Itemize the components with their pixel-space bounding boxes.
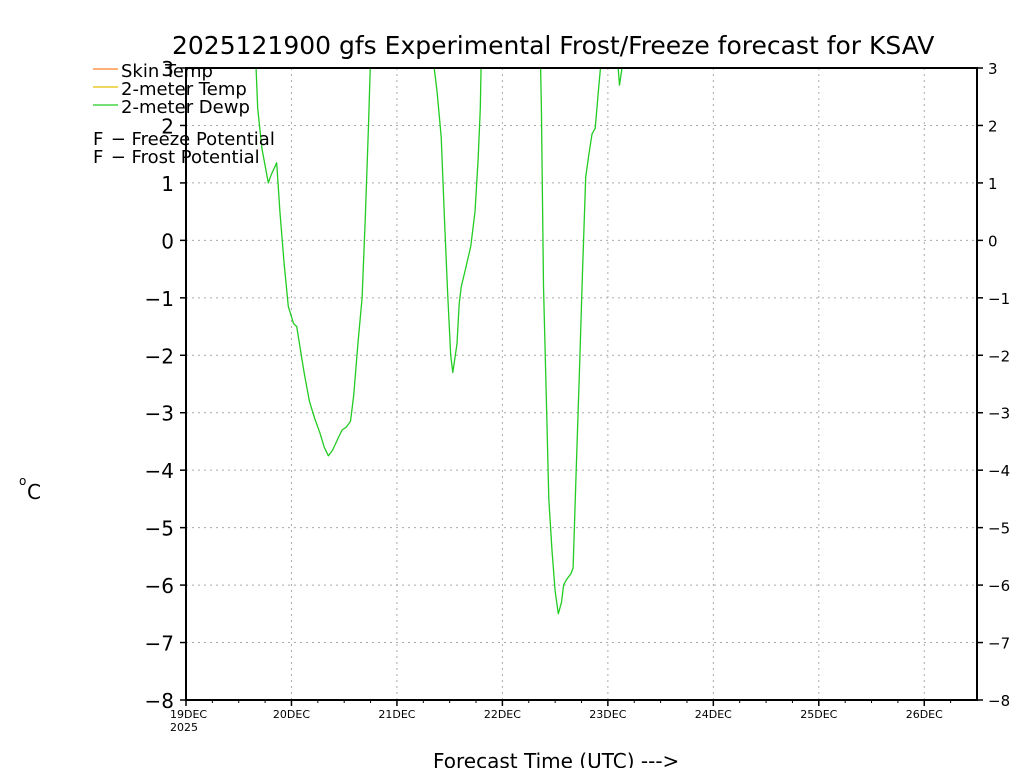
y-tick-label-left: −2 bbox=[145, 344, 174, 368]
x-tick-label: 19DEC bbox=[170, 708, 207, 721]
dewpoint-series-line bbox=[539, 68, 602, 615]
y-tick-label-left: 0 bbox=[161, 229, 174, 253]
legend-label-2m-dewp: 2-meter Dewp bbox=[121, 97, 250, 118]
x-tick-label: 25DEC bbox=[800, 708, 837, 721]
y-tick-label-left: −6 bbox=[145, 574, 174, 598]
y-axis-unit: C bbox=[27, 480, 41, 504]
y-axis-unit-degree: o bbox=[19, 474, 26, 488]
y-tick-label-left: −8 bbox=[145, 689, 174, 713]
y-axis-left: 3 2 1 0 −1 −2 −3 −4 −5 −6 −7 −8 bbox=[145, 57, 186, 713]
x-tick-sublabel: 2025 bbox=[170, 721, 198, 734]
plot-frame bbox=[185, 67, 978, 701]
legend: Skin Temp 2-meter Temp 2-meter Dewp F − … bbox=[93, 61, 275, 168]
x-tick-label: 24DEC bbox=[695, 708, 732, 721]
y-tick-label-right: −6 bbox=[988, 577, 1010, 595]
y-tick-label-right: −7 bbox=[988, 635, 1010, 653]
y-tick-label-right: −3 bbox=[988, 405, 1010, 423]
x-tick-label: 22DEC bbox=[484, 708, 521, 721]
x-tick-label: 20DEC bbox=[273, 708, 310, 721]
x-tick-label: 23DEC bbox=[589, 708, 626, 721]
y-tick-label-right: −4 bbox=[988, 462, 1010, 480]
y-tick-label-left: −3 bbox=[145, 402, 174, 426]
y-axis-right: 3 2 1 0 −1 −2 −3 −4 −5 −6 −7 −8 bbox=[977, 60, 1010, 710]
y-tick-label-right: 0 bbox=[988, 232, 998, 250]
y-tick-label-left: 2 bbox=[161, 114, 174, 138]
dewpoint-series-line bbox=[617, 68, 623, 86]
legend-label-2m-temp: 2-meter Temp bbox=[121, 79, 247, 100]
y-tick-label-right: −1 bbox=[988, 290, 1010, 308]
y-tick-label-right: −2 bbox=[988, 347, 1010, 365]
dewpoint-series-line bbox=[433, 68, 482, 374]
y-tick-label-left: −5 bbox=[145, 517, 174, 541]
frost-potential-label: − Frost Potential bbox=[105, 147, 260, 168]
series-lines bbox=[255, 68, 623, 615]
y-tick-label-left: −7 bbox=[145, 632, 174, 656]
freeze-potential-label: − Freeze Potential bbox=[105, 129, 275, 150]
y-tick-label-right: −8 bbox=[988, 692, 1010, 710]
frost-potential-marker: F bbox=[93, 147, 103, 168]
y-tick-label-left: 3 bbox=[161, 57, 174, 81]
y-tick-label-right: 1 bbox=[988, 175, 998, 193]
y-tick-label-right: −5 bbox=[988, 520, 1010, 538]
y-tick-label-right: 3 bbox=[988, 60, 998, 78]
y-tick-label-left: −1 bbox=[145, 287, 174, 311]
y-tick-label-right: 2 bbox=[988, 117, 998, 135]
y-tick-label-left: −4 bbox=[145, 459, 174, 483]
x-tick-label: 26DEC bbox=[906, 708, 943, 721]
legend-label-skin-temp: Skin Temp bbox=[121, 61, 213, 82]
dewpoint-series-line bbox=[255, 68, 371, 457]
chart-title: 2025121900 gfs Experimental Frost/Freeze… bbox=[172, 31, 934, 60]
freeze-potential-marker: F bbox=[93, 129, 103, 150]
x-tick-label: 21DEC bbox=[378, 708, 415, 721]
grid-lines bbox=[186, 68, 977, 700]
x-axis-label: Forecast Time (UTC) ---> bbox=[433, 749, 679, 768]
y-tick-label-left: 1 bbox=[161, 172, 174, 196]
